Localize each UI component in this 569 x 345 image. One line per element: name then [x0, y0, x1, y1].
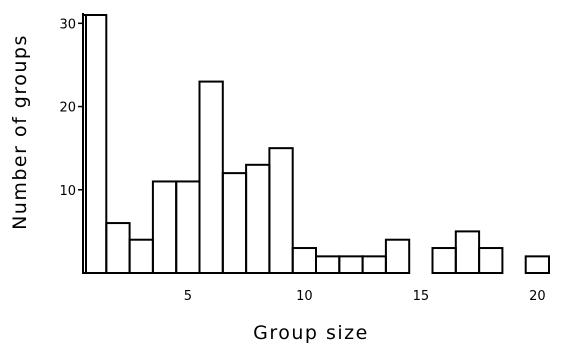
histogram-bar: [128, 238, 154, 274]
x-tick-label: 20: [529, 289, 546, 304]
x-tick-label: 5: [184, 289, 192, 304]
histogram-bar: [198, 80, 224, 274]
histogram-bar: [105, 222, 131, 274]
y-tick-label: 30: [59, 17, 76, 32]
histogram-bar: [524, 255, 551, 274]
histogram-bar: [454, 230, 481, 275]
histogram-bar: [361, 255, 387, 274]
histogram-bar: [384, 238, 411, 274]
histogram-bar: [151, 180, 178, 274]
plot-area: [82, 14, 551, 275]
histogram-bar: [291, 247, 318, 274]
y-axis-label: Number of groups: [9, 34, 31, 230]
histogram-bar: [175, 180, 201, 274]
histogram-bar: [478, 247, 504, 274]
y-tick-label: 20: [59, 101, 76, 116]
histogram-bar: [268, 147, 294, 274]
histogram-bar: [431, 247, 457, 274]
x-axis-label: Group size: [253, 322, 369, 344]
histogram-bar: [315, 255, 341, 274]
y-axis: 10 20 30: [59, 13, 84, 273]
x-tick-label: 15: [413, 289, 430, 304]
histogram-bar: [338, 255, 364, 274]
histogram-bar: [221, 172, 248, 274]
x-tick-label: 10: [296, 289, 313, 304]
y-tick-label: 10: [59, 184, 76, 199]
histogram-bar: [245, 163, 271, 275]
